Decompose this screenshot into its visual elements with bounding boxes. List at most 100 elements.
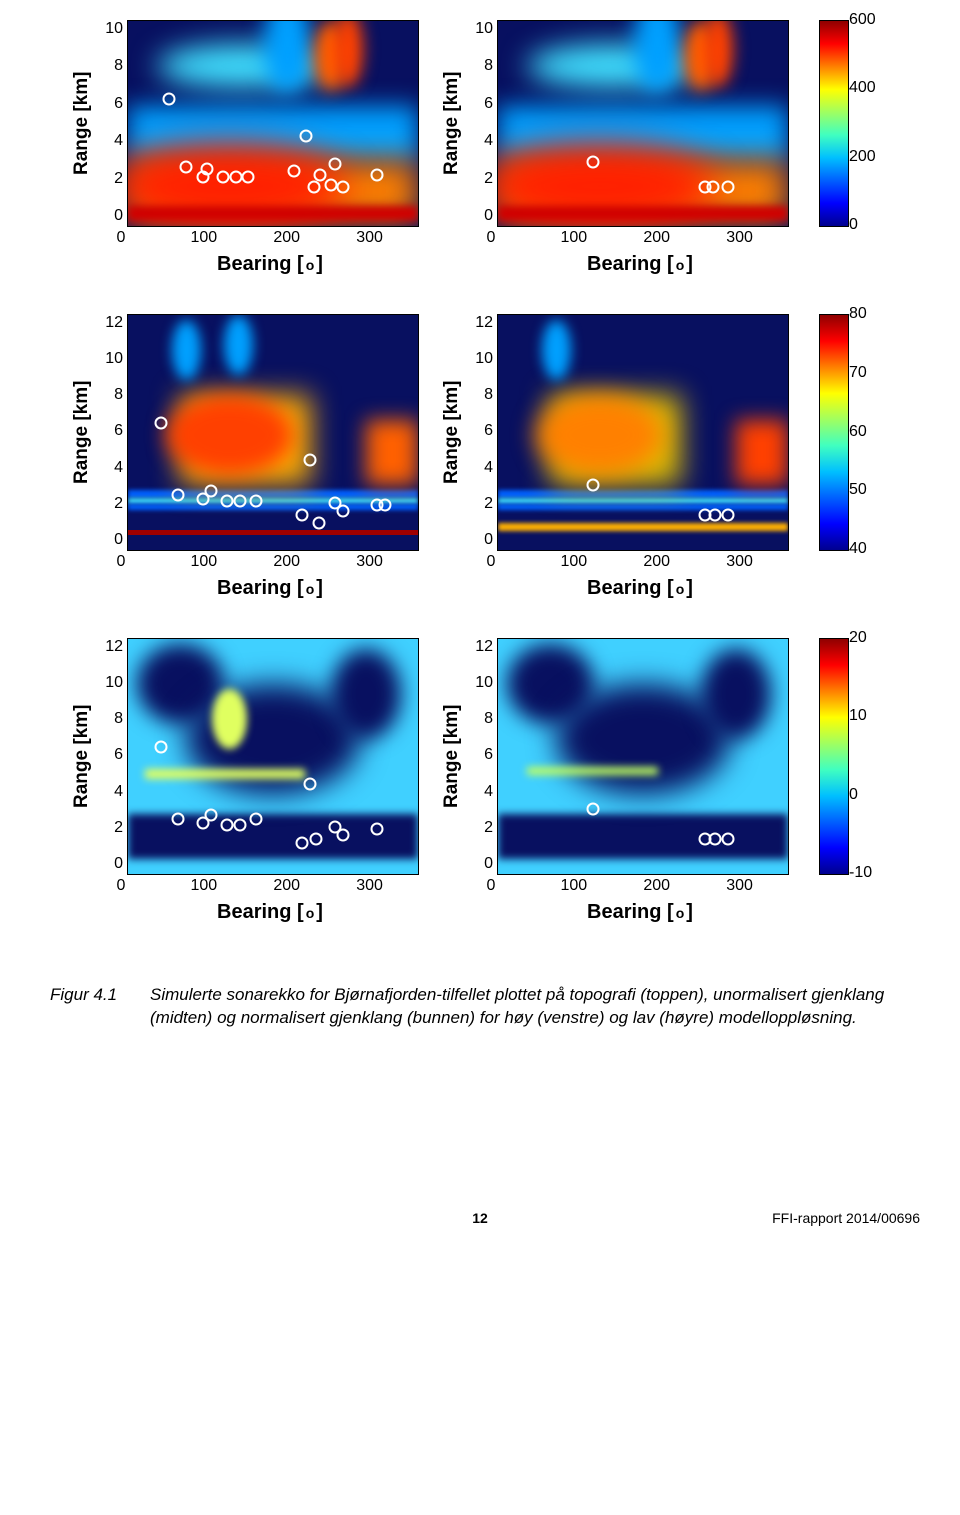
heatmap-plot (497, 314, 789, 551)
x-axis-label: Bearing [o] (587, 577, 693, 600)
detection-marker (709, 508, 722, 521)
detection-marker (180, 161, 193, 174)
x-ticks: 0100200300 (491, 551, 781, 573)
caption-label: Figur 4.1 (50, 984, 132, 1030)
detection-marker (337, 180, 350, 193)
x-axis-label: Bearing [o] (217, 253, 323, 276)
x-ticks: 0100200300 (121, 227, 411, 249)
heatmap-plot (127, 314, 419, 551)
page-number: 12 (220, 1210, 740, 1226)
heatmap-plot (127, 20, 419, 227)
colorbar-gradient (819, 638, 849, 875)
figure-row-unnormalized_reverb: Range [km]1210864200100200300Bearing [o]… (40, 314, 920, 600)
figure-row-topography: Range [km]10864200100200300Bearing [o]Ra… (40, 20, 920, 276)
detection-marker (312, 516, 325, 529)
detection-marker (155, 416, 168, 429)
detection-marker (204, 485, 217, 498)
colorbar-unnormalized_reverb: 8070605040 (819, 314, 891, 549)
detection-marker (304, 453, 317, 466)
detection-marker (722, 508, 735, 521)
detection-marker (242, 171, 255, 184)
y-ticks: 121086420 (93, 314, 127, 549)
colorbar-topography: 6004002000 (819, 20, 891, 225)
heatmap-plot (497, 20, 789, 227)
figure-caption: Figur 4.1 Simulerte sonarekko for Bjørna… (50, 984, 910, 1030)
x-axis-label: Bearing [o] (217, 901, 323, 924)
detection-marker (378, 498, 391, 511)
detection-marker (250, 813, 263, 826)
detection-marker (287, 165, 300, 178)
y-ticks: 121086420 (463, 314, 497, 549)
colorbar-normalized_reverb: 20100-10 (819, 638, 891, 873)
detection-marker (296, 508, 309, 521)
detection-marker (722, 180, 735, 193)
colorbar-ticks: 20100-10 (849, 638, 891, 873)
detection-marker (221, 819, 234, 832)
detection-marker (587, 803, 600, 816)
figure-grid: Range [km]10864200100200300Bearing [o]Ra… (40, 20, 920, 924)
detection-marker (337, 504, 350, 517)
panel-topography-left: Range [km]10864200100200300 Bearing [o] (69, 20, 419, 276)
detection-marker (329, 157, 342, 170)
detection-marker (221, 495, 234, 508)
detection-marker (370, 169, 383, 182)
detection-marker (204, 809, 217, 822)
detection-marker (337, 828, 350, 841)
y-ticks: 121086420 (463, 638, 497, 873)
detection-marker (171, 489, 184, 502)
y-axis-label: Range [km] (69, 638, 93, 875)
panel-normalized_reverb-right: Range [km]1210864200100200300 Bearing [o] (439, 638, 789, 924)
y-ticks: 1086420 (93, 20, 127, 225)
detection-marker (314, 169, 327, 182)
detection-marker (300, 130, 313, 143)
x-axis-label: Bearing [o] (217, 577, 323, 600)
detection-marker (310, 832, 323, 845)
panel-unnormalized_reverb-right: Range [km]1210864200100200300 Bearing [o] (439, 314, 789, 600)
panel-normalized_reverb-left: Range [km]1210864200100200300 Bearing [o] (69, 638, 419, 924)
x-ticks: 0100200300 (491, 875, 781, 897)
detection-marker (587, 155, 600, 168)
detection-marker (233, 495, 246, 508)
detection-marker (707, 180, 720, 193)
report-id: FFI-rapport 2014/00696 (740, 1210, 920, 1226)
panel-topography-right: Range [km]10864200100200300 Bearing [o] (439, 20, 789, 276)
heatmap-plot (497, 638, 789, 875)
x-ticks: 0100200300 (121, 875, 411, 897)
detection-marker (587, 479, 600, 492)
detection-marker (304, 777, 317, 790)
colorbar-ticks: 6004002000 (849, 20, 891, 225)
page-footer: 12 FFI-rapport 2014/00696 (40, 1210, 920, 1226)
detection-marker (155, 740, 168, 753)
detection-marker (163, 93, 176, 106)
caption-text: Simulerte sonarekko for Bjørnafjorden-ti… (150, 984, 910, 1030)
y-axis-label: Range [km] (439, 638, 463, 875)
detection-marker (325, 179, 338, 192)
detection-marker (217, 171, 230, 184)
page-container: Range [km]10864200100200300Bearing [o]Ra… (0, 0, 960, 1256)
detection-marker (370, 822, 383, 835)
detection-marker (709, 832, 722, 845)
detection-marker (308, 180, 321, 193)
y-ticks: 121086420 (93, 638, 127, 873)
y-ticks: 1086420 (463, 20, 497, 225)
y-axis-label: Range [km] (69, 20, 93, 227)
detection-marker (296, 836, 309, 849)
panel-unnormalized_reverb-left: Range [km]1210864200100200300 Bearing [o] (69, 314, 419, 600)
colorbar-gradient (819, 20, 849, 227)
detection-marker (229, 171, 242, 184)
heatmap-plot (127, 638, 419, 875)
x-axis-label: Bearing [o] (587, 901, 693, 924)
colorbar-ticks: 8070605040 (849, 314, 891, 549)
y-axis-label: Range [km] (439, 20, 463, 227)
x-axis-label: Bearing [o] (587, 253, 693, 276)
y-axis-label: Range [km] (439, 314, 463, 551)
figure-row-normalized_reverb: Range [km]1210864200100200300Bearing [o]… (40, 638, 920, 924)
detection-marker (200, 163, 213, 176)
x-ticks: 0100200300 (491, 227, 781, 249)
detection-marker (171, 813, 184, 826)
detection-marker (250, 495, 263, 508)
x-ticks: 0100200300 (121, 551, 411, 573)
y-axis-label: Range [km] (69, 314, 93, 551)
detection-marker (233, 819, 246, 832)
detection-marker (722, 832, 735, 845)
